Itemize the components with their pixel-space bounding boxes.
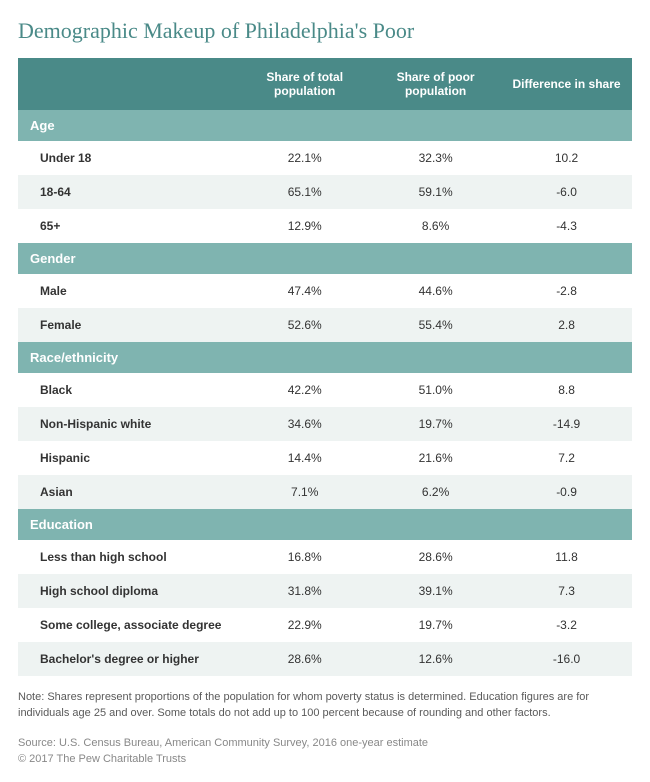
cell-diff: -6.0 (501, 175, 632, 209)
cell-total: 14.4% (239, 441, 370, 475)
col-share-poor: Share of poor population (370, 58, 501, 110)
row-label: Female (18, 308, 239, 342)
section-header: Education (18, 509, 632, 540)
cell-diff: -0.9 (501, 475, 632, 509)
source-line-1: Source: U.S. Census Bureau, American Com… (18, 737, 428, 749)
cell-diff: 7.2 (501, 441, 632, 475)
source: Source: U.S. Census Bureau, American Com… (18, 736, 632, 768)
row-label: Hispanic (18, 441, 239, 475)
col-share-total: Share of total population (239, 58, 370, 110)
source-line-2: © 2017 The Pew Charitable Trusts (18, 753, 186, 765)
cell-diff: -14.9 (501, 407, 632, 441)
row-label: Less than high school (18, 540, 239, 574)
table-row: 65+12.9%8.6%-4.3 (18, 209, 632, 243)
cell-diff: -2.8 (501, 274, 632, 308)
cell-diff: 11.8 (501, 540, 632, 574)
cell-total: 65.1% (239, 175, 370, 209)
cell-diff: 2.8 (501, 308, 632, 342)
cell-total: 42.2% (239, 373, 370, 407)
cell-total: 12.9% (239, 209, 370, 243)
cell-diff: -16.0 (501, 642, 632, 676)
cell-total: 31.8% (239, 574, 370, 608)
table-row: Hispanic14.4%21.6%7.2 (18, 441, 632, 475)
row-label: Asian (18, 475, 239, 509)
cell-total: 22.1% (239, 141, 370, 175)
cell-diff: 10.2 (501, 141, 632, 175)
col-diff: Difference in share (501, 58, 632, 110)
section-label: Education (18, 509, 632, 540)
cell-poor: 8.6% (370, 209, 501, 243)
section-header: Race/ethnicity (18, 342, 632, 373)
table-row: Black42.2%51.0%8.8 (18, 373, 632, 407)
row-label: Non-Hispanic white (18, 407, 239, 441)
section-label: Gender (18, 243, 632, 274)
table-row: Non-Hispanic white34.6%19.7%-14.9 (18, 407, 632, 441)
cell-poor: 19.7% (370, 407, 501, 441)
table-row: Some college, associate degree22.9%19.7%… (18, 608, 632, 642)
cell-poor: 28.6% (370, 540, 501, 574)
row-label: Bachelor's degree or higher (18, 642, 239, 676)
table-row: Asian7.1%6.2%-0.9 (18, 475, 632, 509)
cell-total: 34.6% (239, 407, 370, 441)
cell-poor: 32.3% (370, 141, 501, 175)
section-label: Race/ethnicity (18, 342, 632, 373)
table-row: High school diploma31.8%39.1%7.3 (18, 574, 632, 608)
table-row: Bachelor's degree or higher28.6%12.6%-16… (18, 642, 632, 676)
cell-total: 28.6% (239, 642, 370, 676)
section-header: Age (18, 110, 632, 141)
cell-poor: 21.6% (370, 441, 501, 475)
row-label: Some college, associate degree (18, 608, 239, 642)
row-label: 18-64 (18, 175, 239, 209)
footnote: Note: Shares represent proportions of th… (18, 690, 632, 722)
cell-poor: 44.6% (370, 274, 501, 308)
row-label: Under 18 (18, 141, 239, 175)
section-header: Gender (18, 243, 632, 274)
cell-total: 47.4% (239, 274, 370, 308)
cell-total: 52.6% (239, 308, 370, 342)
cell-diff: -3.2 (501, 608, 632, 642)
row-label: 65+ (18, 209, 239, 243)
table-row: Female52.6%55.4%2.8 (18, 308, 632, 342)
section-label: Age (18, 110, 632, 141)
cell-poor: 39.1% (370, 574, 501, 608)
cell-poor: 6.2% (370, 475, 501, 509)
cell-diff: 7.3 (501, 574, 632, 608)
table-row: 18-6465.1%59.1%-6.0 (18, 175, 632, 209)
row-label: Black (18, 373, 239, 407)
col-blank (18, 58, 239, 110)
cell-total: 16.8% (239, 540, 370, 574)
row-label: Male (18, 274, 239, 308)
cell-poor: 12.6% (370, 642, 501, 676)
cell-total: 7.1% (239, 475, 370, 509)
table-row: Male47.4%44.6%-2.8 (18, 274, 632, 308)
page-title: Demographic Makeup of Philadelphia's Poo… (18, 18, 632, 44)
cell-diff: 8.8 (501, 373, 632, 407)
cell-diff: -4.3 (501, 209, 632, 243)
table-header-row: Share of total population Share of poor … (18, 58, 632, 110)
cell-poor: 51.0% (370, 373, 501, 407)
table-row: Under 1822.1%32.3%10.2 (18, 141, 632, 175)
cell-poor: 19.7% (370, 608, 501, 642)
cell-total: 22.9% (239, 608, 370, 642)
table-row: Less than high school16.8%28.6%11.8 (18, 540, 632, 574)
cell-poor: 55.4% (370, 308, 501, 342)
cell-poor: 59.1% (370, 175, 501, 209)
row-label: High school diploma (18, 574, 239, 608)
demographics-table: Share of total population Share of poor … (18, 58, 632, 676)
